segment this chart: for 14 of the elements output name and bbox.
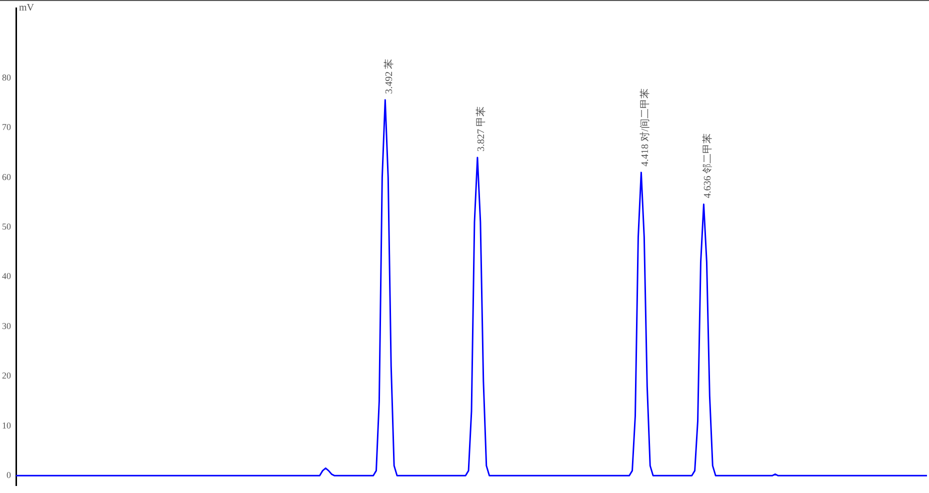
annotation: 3.492 苯 xyxy=(382,58,395,94)
y-tick-label: 60 xyxy=(2,172,12,182)
annotation: 4.418 对/间二甲苯 xyxy=(638,88,651,166)
y-tick-label: 10 xyxy=(2,420,12,430)
y-tick-label: 20 xyxy=(2,370,12,381)
y-tick-label: 0 xyxy=(6,470,12,480)
y-tick-label: 70 xyxy=(2,122,12,132)
y-axis-title: mV xyxy=(19,2,35,14)
y-tick-label: 30 xyxy=(2,320,12,331)
y-tick-label: 50 xyxy=(2,221,12,232)
annotation: 4.636 邻二甲苯 xyxy=(701,133,714,198)
y-tick-label: 80 xyxy=(2,72,12,82)
annotation: 3.827 甲苯 xyxy=(475,106,488,152)
y-tick-label: 40 xyxy=(2,271,12,282)
